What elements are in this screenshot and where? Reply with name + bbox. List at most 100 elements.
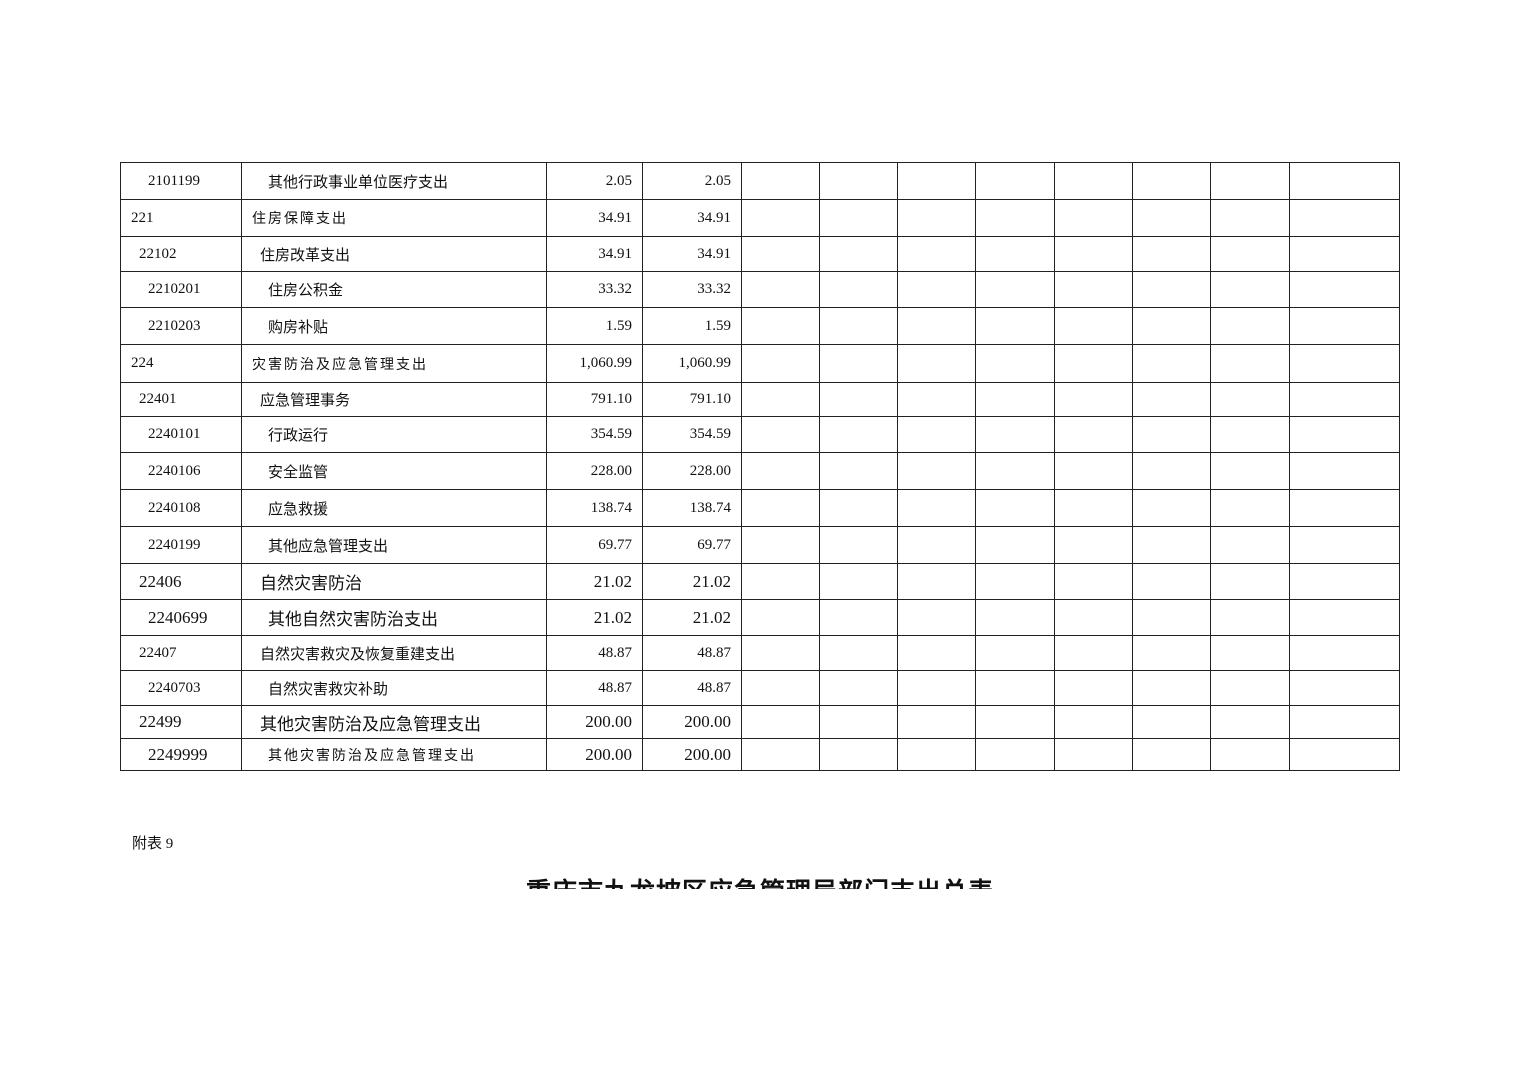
cell-empty (897, 271, 976, 308)
cell-empty (975, 199, 1055, 237)
cell-empty (1289, 162, 1400, 200)
cell-empty (897, 635, 976, 671)
cell-empty (819, 563, 898, 600)
table-row: 22102 住房改革支出 34.91 34.91 (120, 236, 1400, 272)
table-row: 2210203 购房补贴 1.59 1.59 (120, 307, 1400, 345)
cell-v1: 2.05 (546, 162, 643, 200)
cell-v2: 33.32 (642, 271, 742, 308)
cell-empty (975, 271, 1055, 308)
cell-empty (897, 382, 976, 417)
table-row: 2210201 住房公积金 33.32 33.32 (120, 271, 1400, 308)
cell-v1: 34.91 (546, 236, 643, 272)
cell-v2: 34.91 (642, 199, 742, 237)
cell-empty (975, 705, 1055, 739)
cell-v1: 69.77 (546, 526, 643, 564)
cell-empty (1132, 705, 1211, 739)
cell-v2: 138.74 (642, 489, 742, 527)
cell-v2: 2.05 (642, 162, 742, 200)
cell-empty (975, 162, 1055, 200)
cell-empty (1210, 307, 1290, 345)
cell-empty (1054, 635, 1133, 671)
cell-empty (1289, 382, 1400, 417)
cell-v1: 21.02 (546, 599, 643, 636)
cell-v2: 48.87 (642, 670, 742, 706)
cell-empty (975, 489, 1055, 527)
cell-empty (1054, 307, 1133, 345)
title-wrap: 重庆市九龙坡区应急管理局部门支出总表 (0, 868, 1520, 889)
cell-empty (741, 526, 820, 564)
cell-v2: 21.02 (642, 563, 742, 600)
cell-empty (741, 738, 820, 771)
cell-empty (1210, 738, 1290, 771)
cell-empty (819, 416, 898, 453)
cell-name: 其他自然灾害防治支出 (241, 599, 547, 636)
cell-empty (1132, 307, 1211, 345)
cell-empty (1132, 599, 1211, 636)
cell-v1: 33.32 (546, 271, 643, 308)
cell-name: 其他灾害防治及应急管理支出 (241, 738, 547, 771)
cell-name: 自然灾害救灾补助 (241, 670, 547, 706)
cell-empty (741, 452, 820, 490)
cell-v2: 48.87 (642, 635, 742, 671)
cell-empty (1210, 199, 1290, 237)
cell-empty (897, 416, 976, 453)
cell-name: 其他灾害防治及应急管理支出 (241, 705, 547, 739)
cell-empty (819, 452, 898, 490)
cell-empty (741, 271, 820, 308)
cell-empty (897, 452, 976, 490)
cell-empty (975, 526, 1055, 564)
cell-v1: 138.74 (546, 489, 643, 527)
table-row: 2249999 其他灾害防治及应急管理支出 200.00 200.00 (120, 738, 1400, 771)
cell-name: 住房保障支出 (241, 199, 547, 237)
table-row: 2240108 应急救援 138.74 138.74 (120, 489, 1400, 527)
cell-v1: 791.10 (546, 382, 643, 417)
cell-empty (1210, 271, 1290, 308)
cell-empty (975, 382, 1055, 417)
cell-empty (897, 526, 976, 564)
cell-empty (1132, 416, 1211, 453)
cell-v2: 200.00 (642, 705, 742, 739)
cell-empty (1210, 599, 1290, 636)
cell-empty (1054, 563, 1133, 600)
cell-empty (1054, 489, 1133, 527)
cell-code: 2240106 (120, 452, 242, 490)
cell-empty (1054, 236, 1133, 272)
cell-empty (819, 599, 898, 636)
cell-name: 其他行政事业单位医疗支出 (241, 162, 547, 200)
table-row: 2240703 自然灾害救灾补助 48.87 48.87 (120, 670, 1400, 706)
cell-code: 224 (120, 344, 242, 383)
cell-empty (1289, 599, 1400, 636)
cell-empty (819, 635, 898, 671)
cell-empty (741, 599, 820, 636)
cell-code: 2240699 (120, 599, 242, 636)
cell-empty (1210, 452, 1290, 490)
table-row: 2240199 其他应急管理支出 69.77 69.77 (120, 526, 1400, 564)
cell-empty (741, 199, 820, 237)
table-row: 2240106 安全监管 228.00 228.00 (120, 452, 1400, 490)
cell-empty (1132, 563, 1211, 600)
cell-code: 2210203 (120, 307, 242, 345)
table-row: 224 灾害防治及应急管理支出 1,060.99 1,060.99 (120, 344, 1400, 383)
cell-empty (819, 705, 898, 739)
cell-empty (897, 344, 976, 383)
cell-empty (1289, 307, 1400, 345)
cell-empty (1289, 489, 1400, 527)
cell-empty (1054, 705, 1133, 739)
cell-name: 安全监管 (241, 452, 547, 490)
cell-empty (1054, 738, 1133, 771)
cell-empty (741, 416, 820, 453)
cell-empty (741, 382, 820, 417)
cell-empty (819, 738, 898, 771)
cell-empty (897, 236, 976, 272)
cell-code: 2210201 (120, 271, 242, 308)
cell-empty (1132, 162, 1211, 200)
cell-empty (1054, 382, 1133, 417)
cell-code: 22407 (120, 635, 242, 671)
cell-name: 购房补贴 (241, 307, 547, 345)
cell-v2: 69.77 (642, 526, 742, 564)
cell-empty (1132, 199, 1211, 237)
cell-name: 住房公积金 (241, 271, 547, 308)
cell-code: 2249999 (120, 738, 242, 771)
cell-empty (1289, 236, 1400, 272)
cell-empty (741, 635, 820, 671)
